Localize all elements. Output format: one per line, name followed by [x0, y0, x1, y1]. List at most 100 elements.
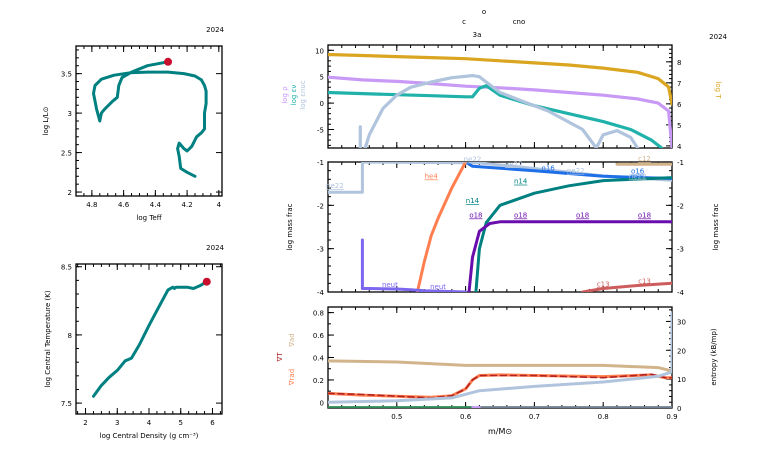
abundance-xticks: [327, 162, 673, 292]
abundance-curve-label: c13: [638, 277, 651, 285]
log-mass-frac-right-axis-label: log mass frac: [712, 203, 720, 250]
y-tick-label: 0.8: [313, 310, 324, 318]
y-tick-label: 8.5: [227, 269, 228, 270]
center-track-line: [92, 280, 209, 398]
x-tick-label: 2: [83, 419, 87, 427]
burning-region-label: 3a: [473, 31, 482, 39]
x-tick-label: 0.8: [598, 413, 609, 421]
abundance-panel-frame: [327, 161, 673, 293]
x-tick-label: 3: [115, 419, 119, 427]
y-tick-label: -4: [677, 289, 685, 297]
abundance-curve-label: o16: [542, 165, 556, 173]
y-tick-label: 7.5: [227, 405, 228, 406]
structure-series-line: [328, 52, 672, 106]
abundance-o18-line: [467, 220, 672, 292]
abundance-curve-label: ne22: [629, 172, 647, 180]
x-tick-label: 4.6: [118, 201, 130, 209]
y-tick-label: 0: [677, 405, 681, 413]
abundance-curve-label: n14: [466, 197, 480, 205]
y-tick-label: -3: [317, 246, 324, 254]
abundance-yticks-left: -4 -3 -2 -1: [317, 159, 334, 297]
abundance-curve-label: ne22: [464, 156, 482, 164]
structure-right-yticks-right: 4 5 6 7 8: [666, 44, 682, 151]
gradients-∇T-line: [328, 373, 672, 399]
y-tick-label: -4: [317, 289, 325, 297]
x-tick-label: 0.6: [460, 413, 472, 421]
y-tick-label: 5: [677, 122, 681, 130]
abundance-o16-line: [464, 162, 672, 180]
y-tick-label: -2: [317, 202, 324, 210]
y-tick-label: -5: [317, 127, 324, 135]
y-tick-label: 8: [68, 332, 72, 340]
entropy-axis-label: entropy (kB/mp): [710, 328, 718, 386]
abundance-neut-line: [360, 238, 468, 292]
abundance-curve-label: c13: [597, 280, 610, 288]
hr-panel-frame: [75, 45, 223, 197]
abundance-curve-label: ne22: [326, 182, 344, 190]
y-tick-label: 2.5: [227, 155, 228, 156]
center-year-label: 2024: [206, 244, 224, 252]
grad-ad-axis-label: ∇ad: [288, 333, 296, 347]
grad-T-axis-label: ∇T: [276, 352, 284, 363]
y-tick-label: 3: [227, 115, 228, 116]
x-tick-label: 4.4: [150, 201, 162, 209]
abundance-curve-label: o18: [576, 211, 589, 219]
structure-year-label: 2024: [709, 33, 727, 41]
y-tick-label: 0.4: [313, 355, 325, 363]
x-tick-label: 5: [179, 419, 183, 427]
hr-track-line: [92, 60, 208, 178]
abundance-curve-label: o16: [631, 168, 645, 176]
grad-rad-axis-label: ∇rad: [288, 369, 296, 386]
x-tick-label: 0.9: [666, 413, 677, 421]
hr-current-point-marker: [164, 57, 173, 66]
abundance-n14-line: [474, 176, 672, 292]
x-tick-label: 4: [217, 201, 222, 209]
abundance-curve-label: o18: [638, 211, 651, 219]
hr-xticks: 4.8 4.6 4.4 4.2 4: [75, 46, 222, 209]
center-y-axis-label: log Central Temperature (K): [44, 290, 52, 387]
x-tick-label: 0.5: [391, 413, 402, 421]
abundance-he4-line: [415, 162, 468, 292]
y-tick-label: 20: [677, 347, 686, 355]
y-tick-label: 7.5: [61, 400, 72, 408]
burning-region-label: cno: [513, 18, 526, 26]
abundance-curve-label: o18: [469, 211, 482, 219]
abundance-curve-label: ne22: [567, 167, 585, 175]
y-tick-label: 0: [320, 100, 324, 108]
x-tick-label: 4.8: [86, 201, 97, 209]
log-eps-nu-axis-label: log εν: [290, 85, 298, 106]
y-tick-label: 8: [227, 337, 228, 338]
y-tick-label: 6: [677, 101, 682, 109]
structure-series-line: [328, 84, 664, 148]
log-eps-nuc-axis-label: log εnuc: [299, 80, 307, 110]
y-tick-label: 7: [677, 80, 681, 88]
abundance-curve-label: neut: [430, 283, 446, 291]
y-tick-label: -2: [677, 202, 684, 210]
y-tick-label: 8.5: [61, 264, 72, 272]
center-current-point-marker: [202, 277, 211, 286]
y-tick-label: 0: [320, 399, 324, 407]
abundance-curve-label: neut: [382, 281, 398, 289]
abundance-curve-label: c12: [638, 155, 651, 163]
y-tick-label: 8: [677, 59, 681, 67]
abundance-c13-line: [581, 281, 672, 292]
x-tick-label: 0.7: [529, 413, 540, 421]
mass-coordinate-axis-label: m/M⊙: [488, 427, 512, 436]
gradients-right-yticks-right: 0 10 20 30: [666, 309, 686, 413]
hr-yticks-left: 2 2.5 3 3.5: [61, 49, 82, 197]
abundance-curve-label: o18: [514, 211, 527, 219]
y-tick-label: -1: [317, 159, 324, 167]
y-tick-label: 30: [677, 318, 686, 326]
y-tick-label: 2: [68, 189, 72, 197]
y-tick-label: 5: [320, 74, 324, 82]
x-tick-label: 6: [210, 419, 215, 427]
hr-year-label: 2024: [206, 26, 224, 34]
structure-series-line: [363, 73, 640, 148]
structure-series-line: [328, 75, 672, 148]
y-tick-label: 4: [677, 143, 682, 151]
gradients-entropy-line: [328, 311, 672, 404]
structure-xticks: [327, 45, 673, 148]
y-tick-label: 3: [68, 110, 72, 118]
abundance-curve-label: ne22: [505, 160, 523, 168]
